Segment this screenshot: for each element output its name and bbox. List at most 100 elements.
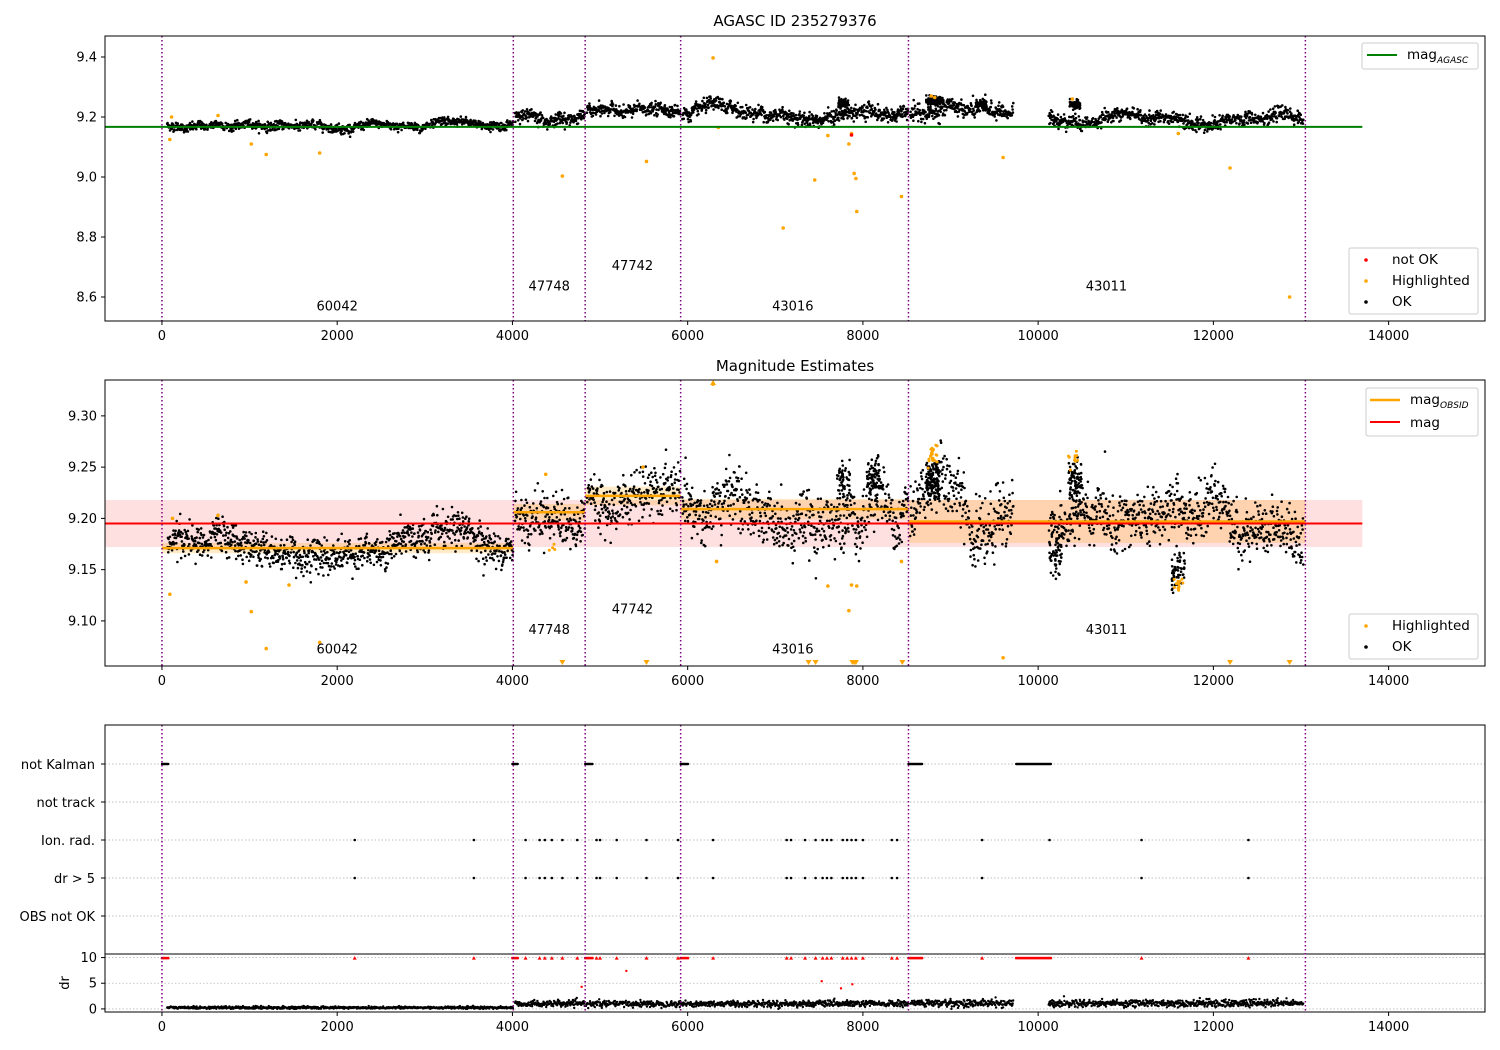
- panel1-legend-bottom: not OK Highlighted OK: [1348, 247, 1479, 315]
- highlighted-point-2-1: [170, 516, 175, 521]
- legend-ok: OK: [1392, 294, 1413, 310]
- flag-point-2-6: [561, 838, 564, 842]
- flag-point-2-14: [785, 838, 788, 842]
- obsid-label-2-0: 60042: [317, 643, 358, 658]
- flag-point-3-24: [854, 876, 858, 880]
- flag-point-3-13: [711, 876, 715, 880]
- y-tick-label-2-1: 9.15: [68, 563, 97, 578]
- flag-point-2-5: [550, 838, 554, 842]
- dr-clipped-point-23: [849, 956, 854, 960]
- flag-point-2-26: [890, 838, 894, 842]
- x-tick-label-1-7: 14000: [1368, 329, 1409, 344]
- x-tick-label-3-0: 0: [158, 1020, 166, 1035]
- flag-point-3-10: [615, 876, 618, 880]
- flag-point-2-4: [543, 838, 547, 842]
- highlight-cluster-1: [1067, 449, 1079, 472]
- flag-point-3-3: [538, 876, 541, 880]
- highlighted-point-1-19: [1001, 155, 1005, 160]
- flag-point-2-25: [861, 838, 865, 842]
- obsid-label-1-2: 47742: [612, 259, 653, 274]
- ok-bump-1: [931, 95, 945, 109]
- highlighted-point-2-11: [847, 608, 851, 613]
- highlighted-point-2-18: [543, 472, 548, 477]
- flag-point-3-11: [645, 876, 648, 880]
- obsid-label-1-4: 43011: [1086, 279, 1127, 294]
- flag-point-3-30: [1247, 876, 1250, 880]
- highlighted-point-1-13: [847, 142, 851, 146]
- panel2-legend-bottom: Highlighted OK: [1348, 613, 1479, 660]
- flag-point-3-12: [676, 876, 680, 880]
- dr-red-point-1: [820, 979, 823, 983]
- flag-point-3-17: [814, 876, 817, 880]
- flag-point-3-9: [598, 876, 602, 880]
- flag-row-label-2: Ion. rad.: [41, 834, 95, 849]
- flag-point-2-29: [1048, 838, 1051, 842]
- flag-point-2-20: [830, 838, 833, 842]
- flag-point-3-26: [890, 876, 894, 880]
- flag-point-3-22: [845, 876, 849, 880]
- highlighted-point-2-4: [264, 646, 269, 651]
- dr-clipped-point-1: [471, 956, 476, 960]
- off-scale-low-6: [852, 660, 859, 665]
- dr-clipped-point-13: [711, 956, 716, 960]
- highlight-cluster-0: [926, 443, 939, 470]
- highlighted-point-2-12: [849, 583, 854, 587]
- dr-clipped-point-20: [829, 956, 834, 960]
- highlighted-point-1-24: [1070, 97, 1075, 101]
- dr-clipped-point-5: [549, 956, 554, 960]
- dr-y-tick-label-0: 0: [89, 1002, 97, 1017]
- highlighted-point-1-15: [852, 171, 856, 176]
- panel2-legend-top: magOBSID mag: [1365, 387, 1479, 437]
- highlighted-point-1-0: [168, 137, 172, 142]
- legend-mag-obsid-label: mag: [1410, 392, 1440, 408]
- x-tick-label-1-5: 10000: [1017, 329, 1058, 344]
- highlighted-point-2-7: [244, 580, 248, 584]
- flag-point-2-2: [524, 838, 527, 842]
- off-scale-low-9: [1286, 660, 1293, 665]
- dr-clipped-point-19: [824, 956, 829, 960]
- flag-point-3-28: [980, 876, 984, 880]
- panel1-legend-top: magAGASC: [1361, 42, 1479, 70]
- flag-row-label-1: not track: [36, 796, 95, 811]
- dr-clipped-point-11: [644, 956, 649, 960]
- y-tick-label-1-0: 8.6: [76, 291, 97, 306]
- flag-point-2-0: [353, 838, 357, 842]
- highlighted-point-2-9: [714, 559, 719, 564]
- dr-clipped-point-27: [895, 956, 900, 960]
- flag-point-3-2: [524, 876, 527, 880]
- x-tick-label-1-3: 6000: [671, 329, 704, 344]
- flags-dr-panel: not Kalman not track Ion. rad. dr > 5 OBS no…: [20, 724, 1486, 1035]
- flag-point-3-1: [472, 876, 476, 880]
- highlighted-point-1-17: [854, 209, 859, 214]
- flag-point-3-0: [353, 876, 357, 880]
- panel2-title: Magnitude Estimates: [716, 357, 874, 375]
- flag-point-3-14: [785, 876, 788, 880]
- y-tick-label-2-0: 9.10: [68, 614, 97, 629]
- x-tick-label-1-0: 0: [158, 329, 166, 344]
- dr-red-point-4: [580, 985, 583, 989]
- x-tick-label-2-7: 14000: [1368, 674, 1409, 689]
- flag-point-2-10: [615, 838, 618, 842]
- dr-clipped-point-4: [542, 956, 547, 960]
- dr-clipped-point-18: [820, 956, 825, 960]
- not-ok-point-1: [849, 133, 854, 137]
- dr-ok-points: [166, 995, 1305, 1011]
- ok-bump2-3: [865, 454, 881, 503]
- dr-clipped-point-2: [523, 956, 528, 960]
- obsid-label-2-2: 47742: [612, 603, 653, 618]
- flag-point-3-19: [825, 876, 829, 880]
- x-tick-label-2-3: 6000: [671, 674, 704, 689]
- legend-mag-agasc-subscript: AGASC: [1436, 56, 1469, 66]
- x-tick-label-2-1: 2000: [321, 674, 354, 689]
- flag-point-2-31: [1247, 838, 1250, 842]
- x-tick-label-1-2: 4000: [496, 329, 529, 344]
- x-tick-label-2-2: 4000: [496, 674, 529, 689]
- ok-bump2-2: [835, 458, 852, 510]
- dr-clipped-point-24: [853, 956, 858, 960]
- flag-point-3-18: [821, 876, 824, 880]
- flag-point-3-6: [561, 876, 564, 880]
- dr-y-tick-label-1: 5: [89, 977, 97, 992]
- highlighted-point-1-2: [216, 113, 220, 118]
- flag-point-2-24: [854, 838, 858, 842]
- legend-not-ok: not OK: [1392, 252, 1439, 268]
